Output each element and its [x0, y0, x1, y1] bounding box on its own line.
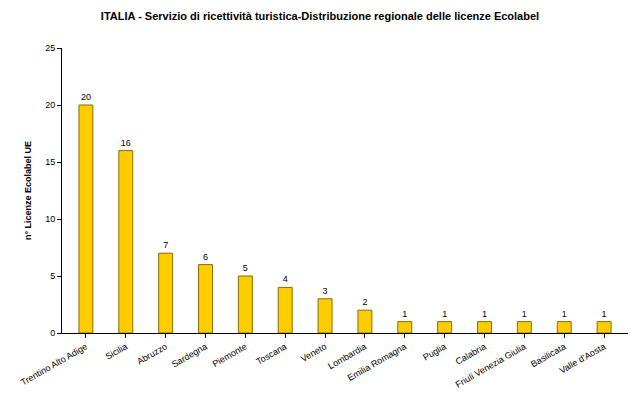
svg-text:5: 5 [50, 271, 55, 281]
svg-text:ITALIA - Servizio di ricettivi: ITALIA - Servizio di ricettività turisti… [101, 10, 539, 22]
svg-text:Puglia: Puglia [421, 341, 448, 362]
svg-text:1: 1 [442, 309, 447, 319]
svg-text:Sicilia: Sicilia [104, 341, 129, 361]
svg-text:n° Licenze Ecolabel UE: n° Licenze Ecolabel UE [23, 141, 33, 240]
svg-text:Sardegna: Sardegna [170, 341, 209, 369]
svg-text:2: 2 [362, 297, 367, 307]
svg-text:Basilicata: Basilicata [529, 341, 567, 369]
svg-text:Calabria: Calabria [454, 341, 488, 366]
svg-text:1: 1 [602, 309, 607, 319]
svg-text:16: 16 [121, 138, 131, 148]
svg-text:Friuli Venezia Giulia: Friuli Venezia Giulia [454, 341, 528, 389]
svg-text:3: 3 [323, 286, 328, 296]
svg-text:Lombardia: Lombardia [326, 341, 368, 371]
svg-text:0: 0 [50, 328, 55, 338]
svg-text:Emilia Romagna: Emilia Romagna [346, 341, 408, 383]
svg-text:Toscana: Toscana [254, 341, 288, 366]
svg-text:Trentino Alto Adige: Trentino Alto Adige [19, 341, 89, 387]
svg-text:6: 6 [203, 252, 208, 262]
svg-text:25: 25 [45, 43, 55, 53]
svg-text:Abruzzo: Abruzzo [135, 341, 169, 366]
svg-text:Piemonte: Piemonte [211, 341, 249, 369]
svg-text:4: 4 [283, 274, 288, 284]
svg-text:10: 10 [45, 214, 55, 224]
svg-text:1: 1 [402, 309, 407, 319]
svg-text:15: 15 [45, 157, 55, 167]
svg-text:Valle d'Aosta: Valle d'Aosta [558, 341, 608, 375]
svg-text:1: 1 [482, 309, 487, 319]
svg-text:Veneto: Veneto [299, 341, 328, 364]
svg-text:5: 5 [243, 263, 248, 273]
svg-text:20: 20 [45, 100, 55, 110]
svg-text:1: 1 [522, 309, 527, 319]
svg-text:7: 7 [163, 240, 168, 250]
svg-text:1: 1 [562, 309, 567, 319]
svg-text:20: 20 [81, 92, 91, 102]
